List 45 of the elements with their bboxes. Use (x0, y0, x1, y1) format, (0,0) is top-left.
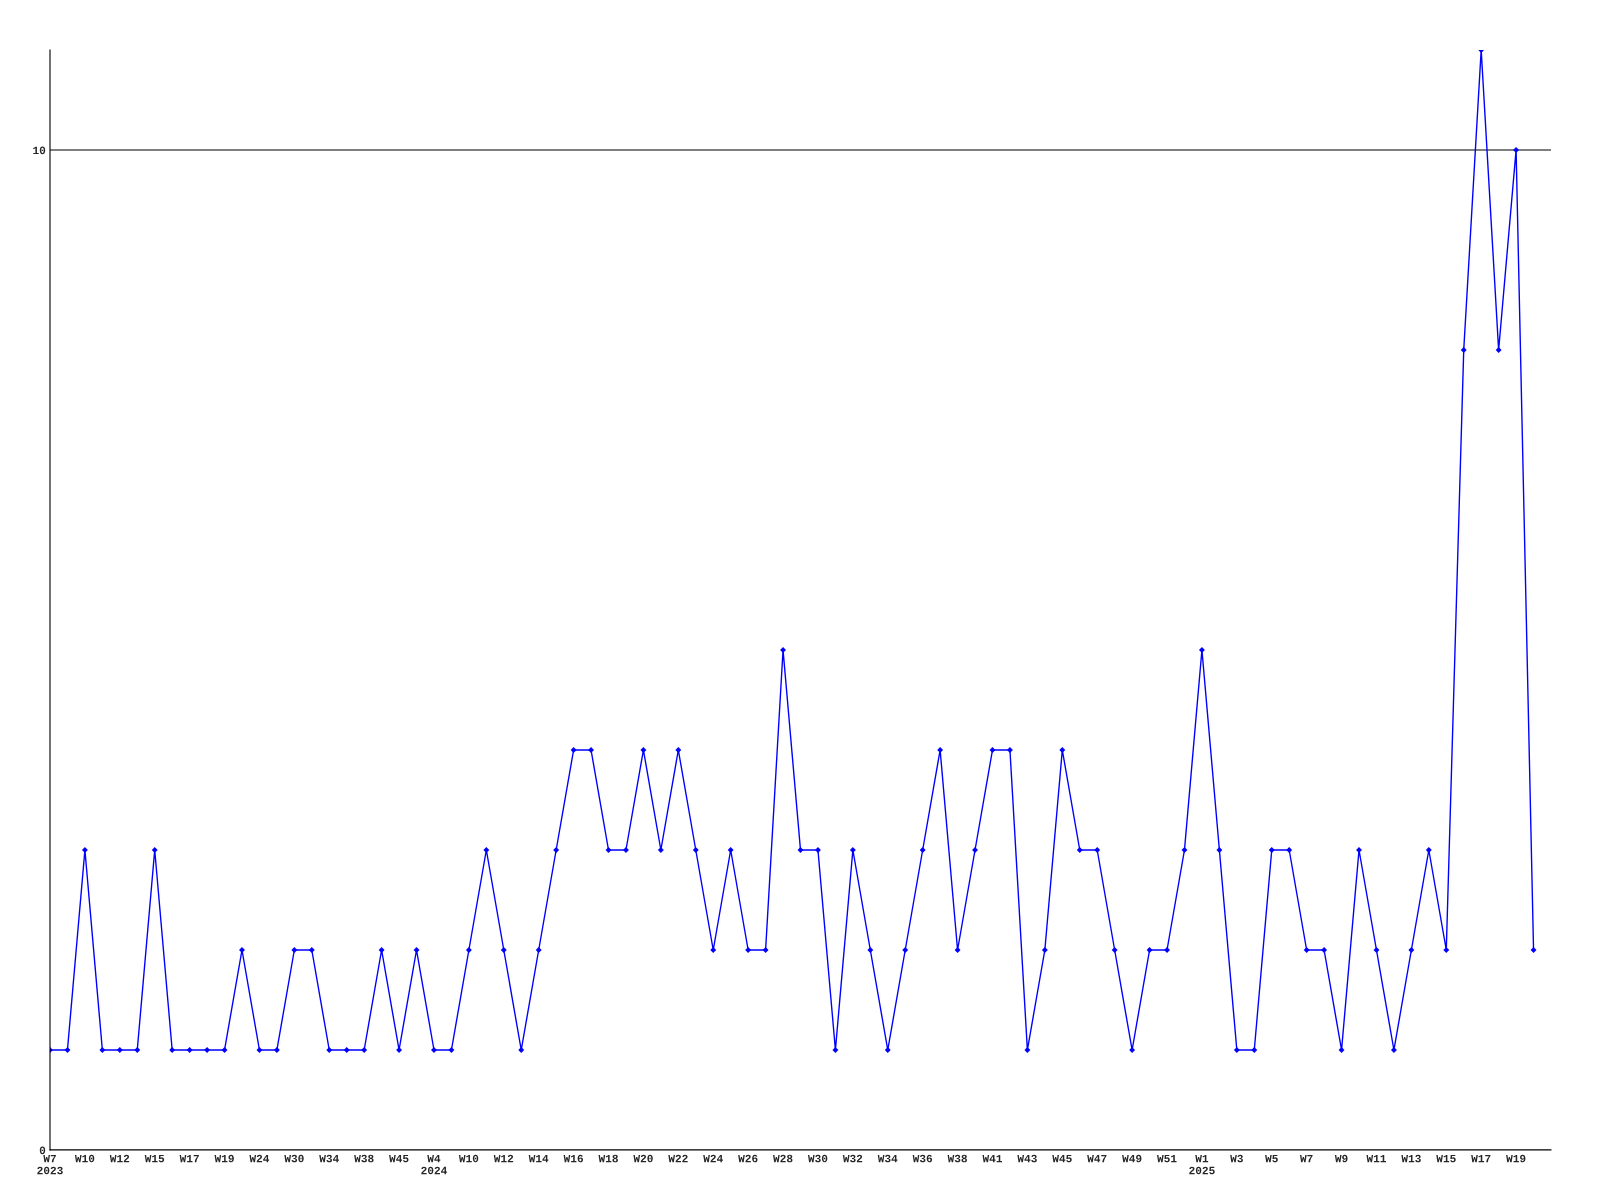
x-tick-label: W36 (912, 1154, 933, 1163)
x-tick-label: W32 (842, 1154, 863, 1163)
x-tick-label: W19 (214, 1154, 234, 1163)
x-tick-label: W13 (1401, 1154, 1421, 1163)
x-tick-label: W9 (1334, 1154, 1348, 1163)
y-tick-label: 0 (39, 1146, 46, 1155)
x-tick-label: W12 (493, 1154, 514, 1163)
x-tick-label: W16 (563, 1154, 583, 1163)
x-tick-label: W10 (458, 1154, 479, 1163)
x-tick-label: W15 (144, 1154, 165, 1163)
x-tick-label: W20 (633, 1154, 653, 1163)
x-tick-label: W24 (703, 1154, 723, 1163)
x-tick-label: W49 (1122, 1154, 1142, 1163)
x-tick-label: W11 (1366, 1154, 1386, 1163)
x-tick-label: W30 (807, 1154, 828, 1163)
x-tick-label: W43 (1017, 1154, 1037, 1163)
x-tick-label: W5 (1265, 1154, 1278, 1163)
x-tick-label: W26 (738, 1154, 758, 1163)
x-tick-label: W41 (982, 1154, 1003, 1163)
x-tick-label: W30 (284, 1154, 304, 1163)
x-tick-label: W34 (877, 1154, 898, 1163)
x-tick-label: W10 (74, 1154, 95, 1163)
x-tick-label: W19 (1506, 1154, 1526, 1163)
x-tick-label: W7 (1299, 1154, 1313, 1163)
x-tick-label: W38 (354, 1154, 374, 1163)
x-tick-label: W14 (528, 1154, 549, 1163)
x-tick-label: W17 (1471, 1154, 1491, 1163)
x-tick-label: W34 (319, 1154, 339, 1163)
x-tick-label: W38 (947, 1154, 967, 1163)
x-tick-label: W47 (1087, 1154, 1107, 1163)
x-tick-label: W24 (249, 1154, 270, 1163)
x-tick-label: W4 2024 (421, 1154, 447, 1175)
x-tick-label: W17 (179, 1154, 199, 1163)
x-tick-label: W15 (1436, 1154, 1456, 1163)
x-tick-label: W45 (1052, 1154, 1072, 1163)
x-tick-label: W45 (389, 1154, 409, 1163)
x-tick-label: W22 (668, 1154, 688, 1163)
x-tick-label: W12 (109, 1154, 130, 1163)
y-tick-label: 10 (33, 146, 46, 155)
x-tick-label: W3 (1230, 1154, 1243, 1163)
x-tick-label: W7 2023 (37, 1154, 63, 1175)
x-tick-label: W18 (598, 1154, 618, 1163)
x-tick-label: W1 2025 (1189, 1154, 1215, 1175)
x-tick-label: W28 (773, 1154, 793, 1163)
x-tick-label: W51 (1157, 1154, 1177, 1163)
